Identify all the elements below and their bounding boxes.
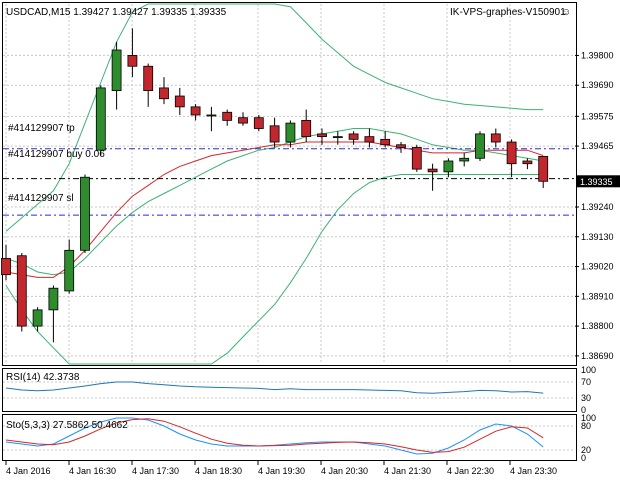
bull-candle (80, 176, 90, 251)
price-tick-label: 1.39240 (581, 202, 614, 212)
bear-candle (427, 168, 438, 173)
rsi-line (5, 381, 544, 394)
bear-candle (380, 138, 391, 146)
bear-candle (16, 255, 27, 327)
bear-candle (301, 119, 312, 138)
bear-candle (253, 117, 264, 129)
stoch-level-label: 80 (581, 421, 591, 431)
time-tick-label: 4 Jan 21:30 (384, 466, 431, 476)
price-tick-label: 1.39465 (581, 141, 614, 151)
bear-candle (159, 87, 169, 100)
bollinger-lower-line (5, 174, 544, 365)
bear-candle (364, 136, 375, 143)
bear-candle (174, 95, 185, 108)
bollinger-upper-line (5, 3, 544, 232)
price-tick-label: 1.39690 (581, 80, 614, 90)
bear-candle (238, 117, 248, 124)
stoch-label: Sto(5,3,3) 27.5862 50.4662 (6, 420, 128, 431)
bear-candle (222, 111, 233, 121)
stoch-level-label: 0 (581, 453, 586, 463)
bear-candle (127, 55, 138, 67)
axes: 1.39800 1.39690 1.39575 1.39465 1.39240 1.391… (5, 50, 620, 476)
bear-candle (317, 133, 327, 138)
price-tick-label: 1.39575 (581, 111, 614, 121)
main-pane-frame (2, 2, 577, 366)
time-tick-label: 4 Jan 22:30 (447, 466, 494, 476)
rsi-level-label: 100 (581, 365, 596, 375)
expert-name: IK-VPS-graphes-V150901 (450, 7, 566, 18)
bear-candle (1, 258, 11, 276)
price-tick-label: 1.38910 (581, 291, 614, 301)
stoch-level-label: 100 (581, 413, 596, 423)
price-tick-label: 1.38690 (581, 351, 614, 361)
bull-candle (443, 160, 454, 173)
buy-line-label: #414129907 buy 0.06 (8, 149, 105, 160)
main-plot[interactable] (1, 3, 576, 365)
price-tick-label: 1.38800 (581, 321, 614, 331)
rsi-level-label: 70 (581, 377, 591, 387)
bear-candle (348, 133, 359, 140)
bull-candle (111, 49, 122, 92)
rsi-level-label: 30 (581, 393, 591, 403)
bear-candle (490, 133, 501, 143)
current-price-label: 1.39335 (580, 177, 613, 187)
bull-candle (206, 114, 217, 117)
stoch-signal-line (5, 418, 544, 453)
time-tick-label: 4 Jan 19:30 (258, 466, 305, 476)
smiley-icon[interactable]: ☺ (561, 7, 571, 18)
bear-candle (143, 65, 154, 92)
time-tick-label: 4 Jan 18:30 (195, 466, 242, 476)
bear-candle (190, 106, 201, 116)
current-price-box (577, 175, 620, 188)
price-tick-label: 1.39130 (581, 232, 614, 242)
stoch-level-label: 20 (581, 445, 591, 455)
bear-candle (538, 155, 549, 182)
rsi-plot (3, 381, 575, 399)
time-tick-label: 4 Jan 20:30 (321, 466, 368, 476)
bull-candle (332, 136, 343, 139)
rsi-pane-frame (2, 368, 577, 412)
bear-candle (396, 144, 406, 148)
stoch-plot (3, 417, 575, 455)
time-tick-label: 4 Jan 2016 (6, 466, 51, 476)
bear-candle (522, 160, 533, 165)
time-tick-label: 4 Jan 23:30 (510, 466, 557, 476)
bull-candle (285, 122, 296, 143)
bull-candle (475, 133, 485, 159)
sl-line-label: #414129907 sl (8, 193, 74, 204)
bear-candle (411, 147, 422, 170)
bull-candle (459, 157, 470, 162)
bull-candle (32, 309, 43, 327)
rsi-label: RSI(14) 42.3738 (6, 372, 80, 383)
chart-title: USDCAD,M15 1.39427 1.39427 1.39335 1.393… (6, 7, 227, 18)
time-tick-label: 4 Jan 17:30 (132, 466, 179, 476)
bull-candle (48, 287, 59, 311)
price-tick-label: 1.39020 (581, 262, 614, 272)
price-tick-label: 1.39800 (581, 50, 614, 60)
rsi-level-label: 0 (581, 405, 586, 415)
bull-candle (64, 249, 75, 292)
stoch-pane-frame (2, 414, 577, 461)
time-tick-label: 4 Jan 16:30 (69, 466, 116, 476)
bear-candle (506, 141, 517, 165)
bull-candle (95, 87, 106, 151)
bear-candle (269, 125, 280, 143)
tp-line-label: #414129907 tp (8, 123, 75, 134)
